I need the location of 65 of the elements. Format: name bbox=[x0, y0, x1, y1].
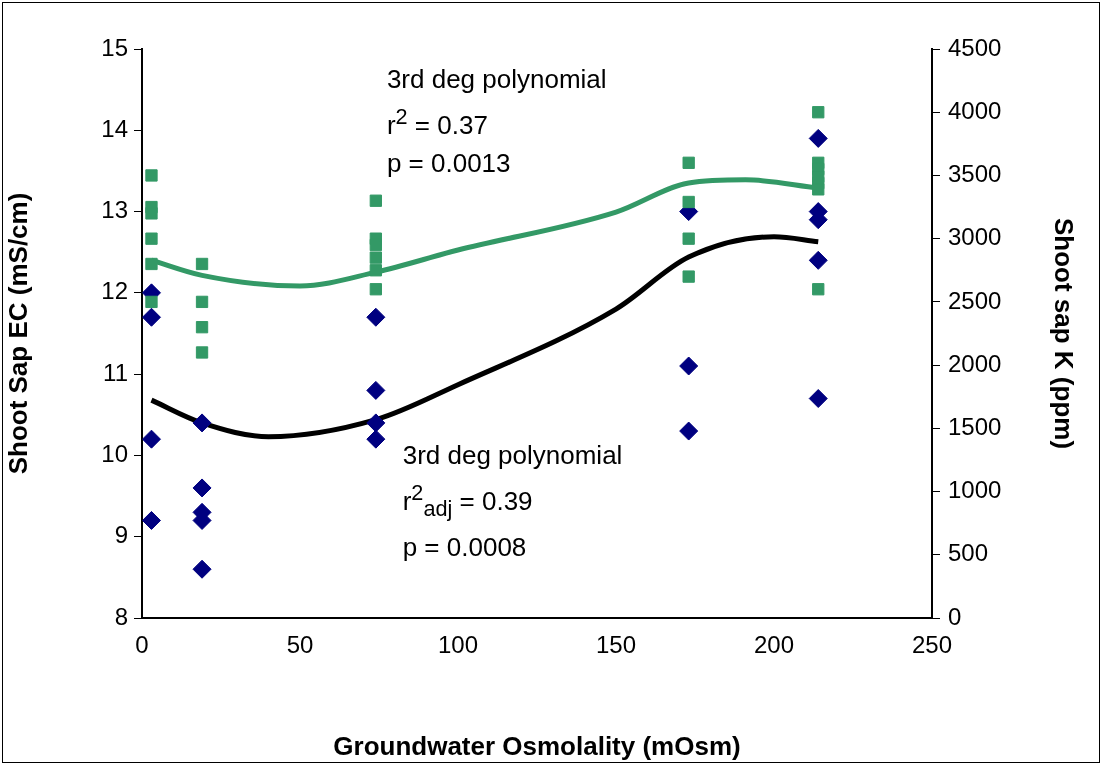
annotation: 3rd deg polynomial r$^{2}$ = 0.37 p = 0.0013 bbox=[386, 63, 607, 181]
point bbox=[195, 346, 209, 359]
point bbox=[145, 169, 158, 182]
y2-tick-label: 1500 bbox=[948, 412, 1002, 440]
point bbox=[682, 195, 695, 209]
point bbox=[145, 295, 158, 309]
point bbox=[808, 128, 828, 148]
y2-tick-label: 4500 bbox=[948, 33, 1002, 61]
y2-tick-label: 1000 bbox=[948, 476, 1002, 504]
point bbox=[369, 194, 382, 207]
y2-tick-label: 2500 bbox=[948, 286, 1002, 314]
x-axis-title: Groundwater Osmolality (mOsm) bbox=[333, 730, 741, 761]
y-tick-label: 15 bbox=[101, 33, 128, 61]
point bbox=[366, 380, 386, 400]
point bbox=[369, 251, 382, 264]
x-tick-label: 150 bbox=[595, 631, 637, 659]
point bbox=[682, 270, 695, 283]
x-tick-label: 100 bbox=[437, 631, 479, 659]
point bbox=[369, 264, 382, 277]
point bbox=[812, 183, 825, 196]
y-tick-label: 10 bbox=[101, 440, 128, 468]
point bbox=[369, 283, 382, 296]
point bbox=[192, 559, 212, 579]
point bbox=[142, 429, 161, 449]
point bbox=[812, 283, 825, 296]
y2-tick-label: 0 bbox=[948, 602, 962, 630]
point bbox=[366, 429, 386, 449]
point bbox=[808, 250, 828, 270]
point bbox=[145, 257, 158, 271]
point bbox=[366, 307, 386, 327]
point bbox=[679, 421, 699, 441]
point bbox=[142, 307, 161, 327]
point bbox=[682, 232, 695, 245]
point bbox=[195, 257, 209, 271]
y2-tick-label: 500 bbox=[948, 539, 989, 567]
point bbox=[195, 295, 209, 309]
point bbox=[369, 238, 382, 252]
point bbox=[812, 106, 825, 119]
point bbox=[682, 156, 695, 169]
y2-axis-title: Shoot sap K (ppm) bbox=[1049, 217, 1080, 450]
point bbox=[192, 413, 212, 433]
y-tick-label: 13 bbox=[101, 196, 128, 224]
y-tick-label: 14 bbox=[101, 114, 128, 142]
point bbox=[366, 413, 386, 433]
x-tick-label: 50 bbox=[286, 631, 314, 659]
y-tick-label: 11 bbox=[103, 358, 128, 386]
point bbox=[145, 207, 158, 220]
point bbox=[142, 510, 161, 530]
point bbox=[145, 232, 158, 245]
point bbox=[808, 389, 828, 409]
annotation: 3rd deg polynomial r$^{2}$$_{adj}$ = 0.39 p = 0.0008 bbox=[402, 438, 623, 564]
y2-tick-label: 2000 bbox=[948, 349, 1002, 377]
y-axis-title: Shoot Sap EC (mS/cm) bbox=[2, 192, 33, 475]
y2-tick-label: 3500 bbox=[948, 160, 1002, 188]
y2-tick-label: 3000 bbox=[948, 223, 1002, 251]
point bbox=[192, 478, 212, 498]
x-tick-label: 200 bbox=[753, 631, 795, 659]
x-tick-label: 250 bbox=[911, 631, 953, 659]
y2-tick-label: 4000 bbox=[948, 96, 1002, 124]
point bbox=[679, 356, 699, 376]
x-tick-label: 0 bbox=[135, 631, 149, 659]
y-tick-label: 9 bbox=[114, 521, 128, 549]
y-tick-label: 12 bbox=[101, 277, 128, 305]
y-tick-label: 8 bbox=[114, 602, 128, 630]
point bbox=[195, 321, 209, 334]
